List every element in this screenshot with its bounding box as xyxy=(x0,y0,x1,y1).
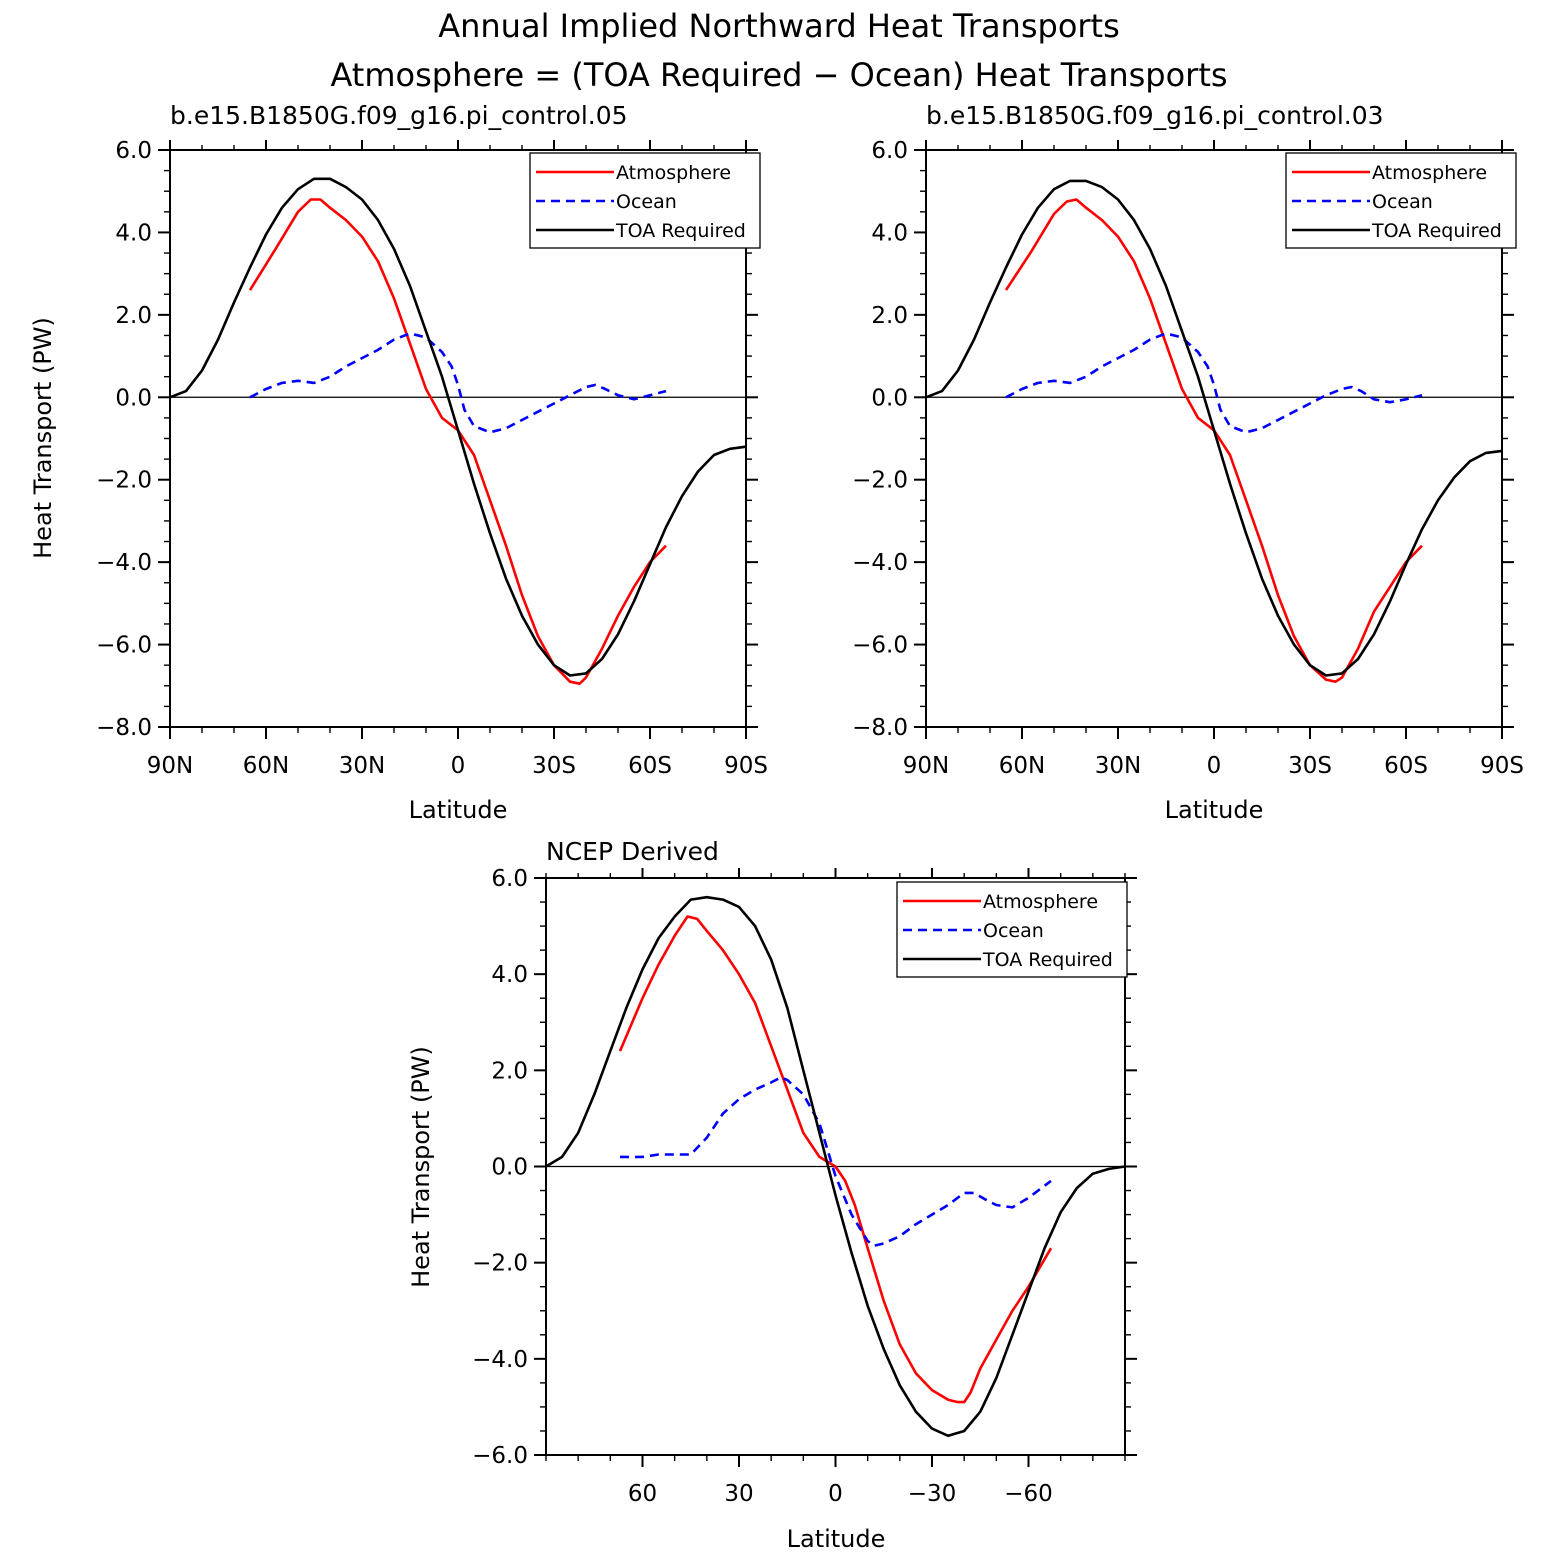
legend-label: TOA Required xyxy=(982,949,1113,971)
series-line-ocean xyxy=(249,332,667,434)
y-tick-label: −6.0 xyxy=(852,633,908,659)
y-tick-label: −8.0 xyxy=(96,715,152,741)
x-tick-label: −30 xyxy=(908,1481,957,1507)
x-tick-label: −60 xyxy=(1004,1481,1053,1507)
y-axis-label: Heat Transport (PW) xyxy=(29,317,57,559)
x-tick-label: 30S xyxy=(532,753,576,779)
x-tick-label: 90S xyxy=(1480,753,1524,779)
legend-label: Atmosphere xyxy=(1372,162,1487,184)
x-axis-label: Latitude xyxy=(787,1525,886,1553)
x-axis-label: Latitude xyxy=(1165,796,1264,824)
x-tick-label: 0 xyxy=(1207,753,1222,779)
legend-label: TOA Required xyxy=(1371,220,1502,242)
legend: Atmosphere Ocean TOA Required xyxy=(529,152,761,249)
x-tick-label: 0 xyxy=(828,1481,843,1507)
y-tick-label: −2.0 xyxy=(96,468,152,494)
x-tick-label: 60S xyxy=(1384,753,1428,779)
y-tick-label: 6.0 xyxy=(115,138,152,164)
series-line-atmosphere xyxy=(248,198,667,685)
y-tick-label: 4.0 xyxy=(115,220,152,246)
panel-pi-control-05: b.e15.B1850G.f09_g16.pi_control.05 Latit… xyxy=(29,101,768,824)
series-line-atmosphere xyxy=(1004,198,1423,683)
panel-ncep-derived: NCEP Derived Latitude Heat Transport (PW… xyxy=(407,837,1137,1553)
y-tick-label: −4.0 xyxy=(852,550,908,576)
x-tick-label: 30N xyxy=(339,753,385,779)
y-tick-label: 2.0 xyxy=(491,1058,528,1084)
x-tick-label: 30N xyxy=(1095,753,1141,779)
panel-subtitle: b.e15.B1850G.f09_g16.pi_control.05 xyxy=(170,101,628,130)
y-tick-label: −8.0 xyxy=(852,715,908,741)
panel-pi-control-03: b.e15.B1850G.f09_g16.pi_control.03 Latit… xyxy=(852,101,1524,824)
x-tick-label: 0 xyxy=(451,753,466,779)
y-tick-label: −4.0 xyxy=(96,550,152,576)
x-tick-label: 90S xyxy=(724,753,768,779)
series-line-ocean xyxy=(1005,332,1423,434)
y-tick-label: −6.0 xyxy=(96,633,152,659)
x-tick-label: 60N xyxy=(243,753,289,779)
legend: Atmosphere Ocean TOA Required xyxy=(896,881,1128,978)
series-line-toa-required xyxy=(545,895,1126,1438)
y-tick-label: 6.0 xyxy=(491,866,528,892)
legend-label: Ocean xyxy=(1372,191,1433,213)
series-line-ocean xyxy=(620,1076,1052,1248)
y-tick-label: 6.0 xyxy=(871,138,908,164)
x-tick-label: 30S xyxy=(1288,753,1332,779)
legend-label: Atmosphere xyxy=(616,162,731,184)
y-tick-label: 0.0 xyxy=(491,1155,528,1181)
series-line-atmosphere xyxy=(618,915,1053,1404)
legend-label: TOA Required xyxy=(615,220,746,242)
y-tick-label: −2.0 xyxy=(472,1251,528,1277)
x-tick-label: 30 xyxy=(724,1481,753,1507)
y-tick-label: 0.0 xyxy=(871,385,908,411)
legend-label: Ocean xyxy=(983,920,1044,942)
x-axis-label: Latitude xyxy=(409,796,508,824)
panel-subtitle: b.e15.B1850G.f09_g16.pi_control.03 xyxy=(926,101,1384,130)
x-tick-label: 60N xyxy=(999,753,1045,779)
series-line-toa-required xyxy=(925,179,1503,677)
legend: Atmosphere Ocean TOA Required xyxy=(1285,152,1517,249)
figure-title-line2: Atmosphere = (TOA Required − Ocean) Heat… xyxy=(330,56,1227,94)
x-tick-label: 90N xyxy=(147,753,193,779)
y-tick-label: 2.0 xyxy=(115,303,152,329)
y-tick-label: −4.0 xyxy=(472,1347,528,1373)
x-tick-label: 90N xyxy=(903,753,949,779)
y-tick-label: −2.0 xyxy=(852,468,908,494)
y-tick-label: 4.0 xyxy=(491,962,528,988)
y-tick-label: 0.0 xyxy=(115,385,152,411)
y-tick-label: 2.0 xyxy=(871,303,908,329)
legend-label: Ocean xyxy=(616,191,677,213)
x-tick-label: 60S xyxy=(628,753,672,779)
y-tick-label: −6.0 xyxy=(472,1443,528,1469)
figure-title-line1: Annual Implied Northward Heat Transports xyxy=(438,7,1120,45)
x-tick-label: 60 xyxy=(628,1481,657,1507)
y-tick-label: 4.0 xyxy=(871,220,908,246)
series-line-toa-required xyxy=(169,177,747,677)
y-axis-label: Heat Transport (PW) xyxy=(407,1046,435,1288)
legend-label: Atmosphere xyxy=(983,891,1098,913)
panel-subtitle: NCEP Derived xyxy=(546,837,719,866)
